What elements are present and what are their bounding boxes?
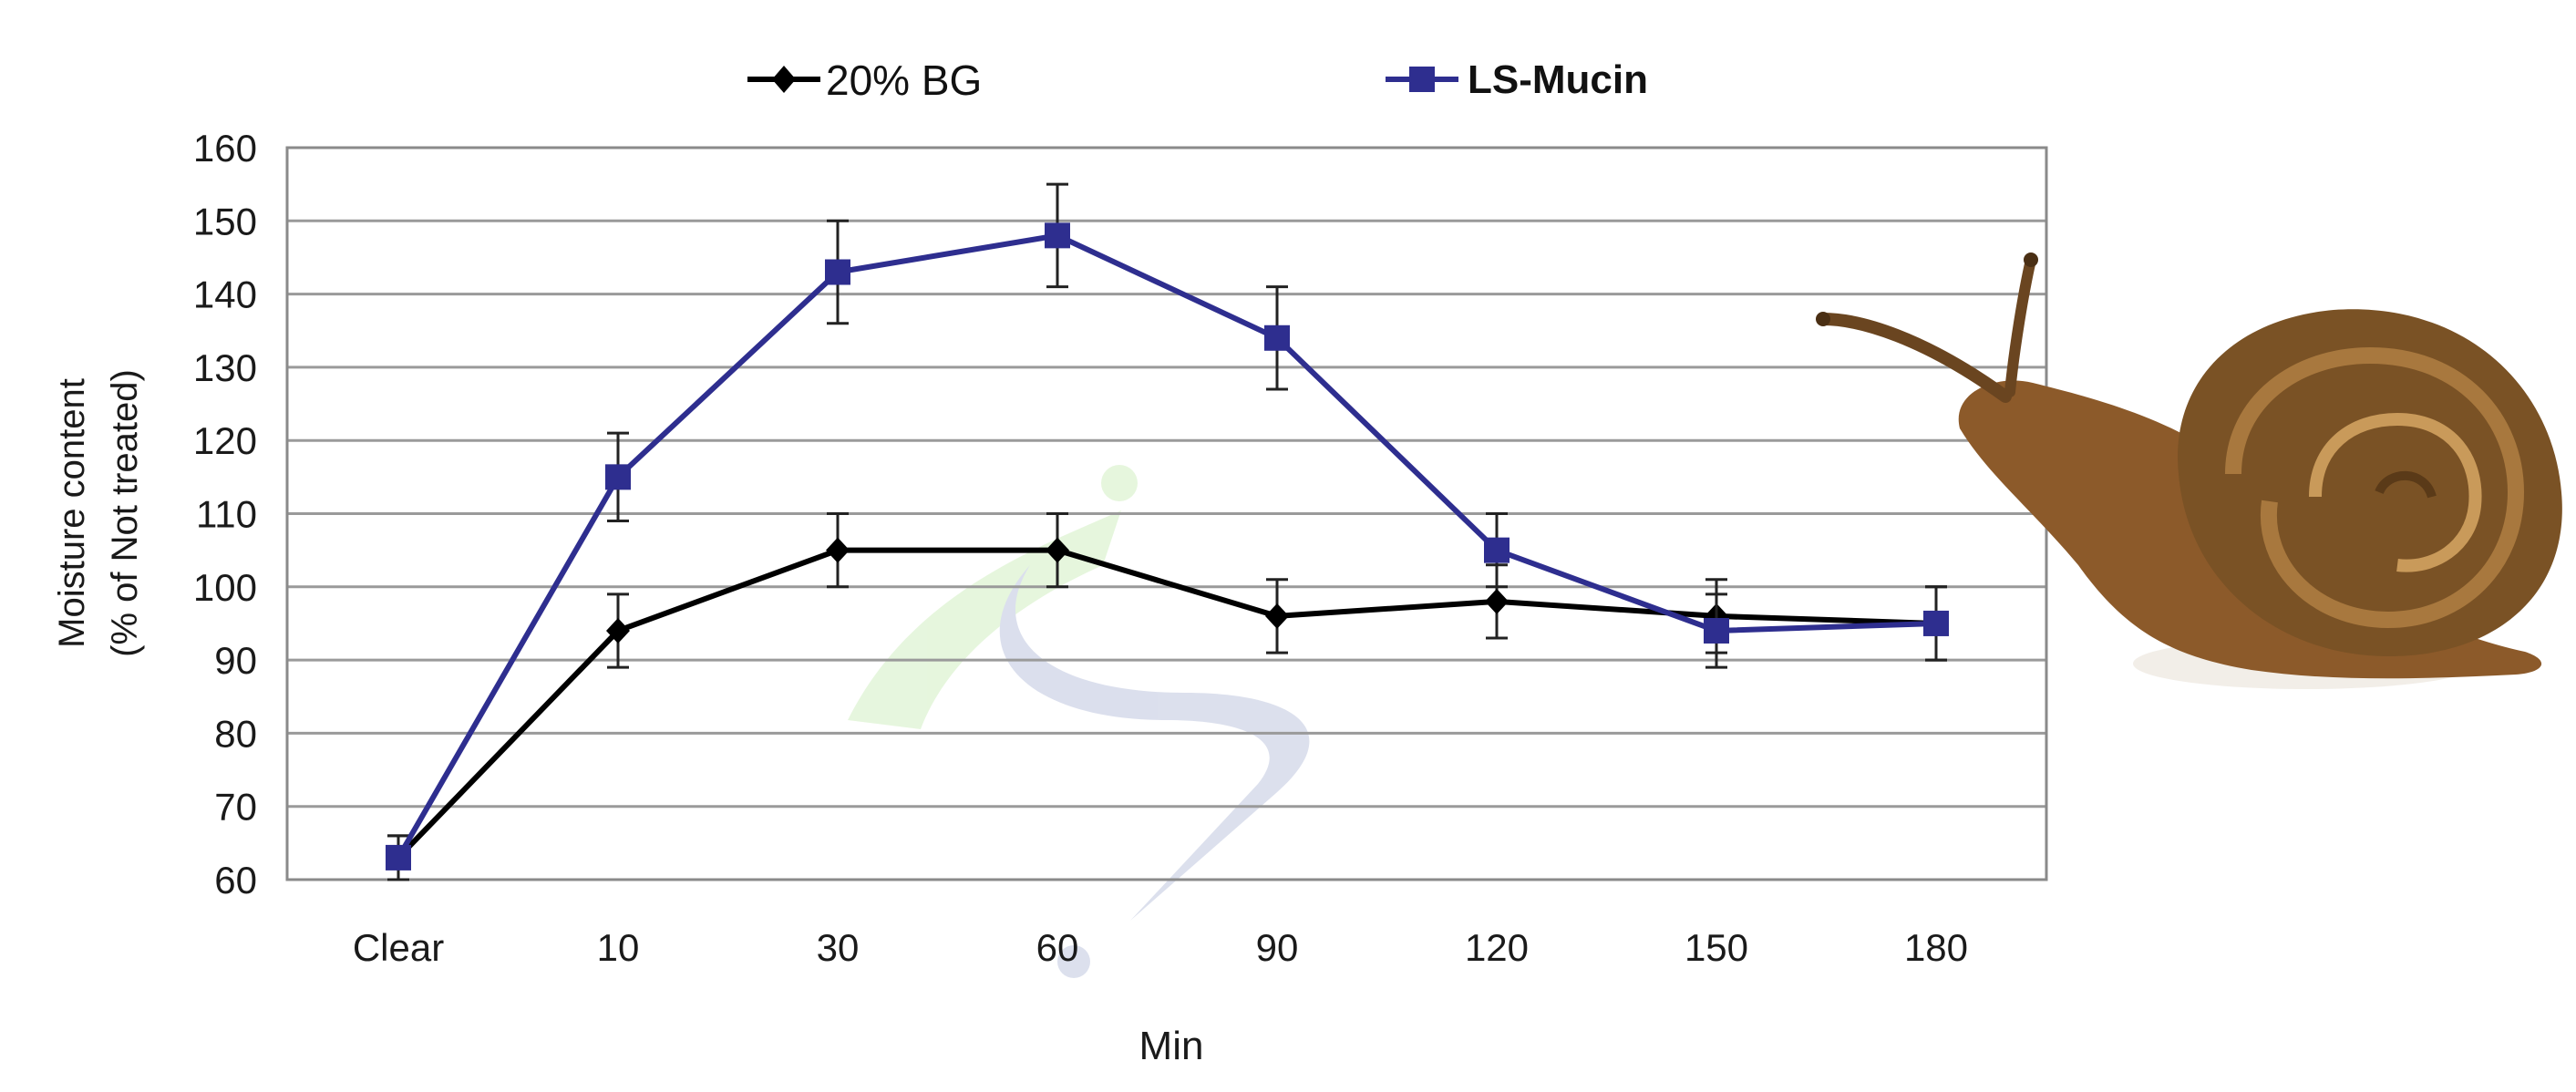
y-tick-label: 140	[193, 273, 257, 316]
y-tick-label: 100	[193, 566, 257, 609]
y-tick-label: 110	[196, 493, 257, 536]
data-point	[1046, 537, 1069, 563]
legend-item-mucin: LS-Mucin	[1386, 57, 1648, 102]
x-tick-label: Clear	[353, 926, 444, 969]
x-tick-label: 90	[1256, 926, 1299, 969]
data-point	[1923, 610, 1949, 636]
y-axis-label-line-2: (% of Not treated)	[105, 369, 145, 657]
x-tick-label: 150	[1685, 926, 1748, 969]
data-point	[1704, 617, 1729, 644]
x-axis-ticks: Clear 10 30 60 90 120 150 180	[353, 926, 1968, 969]
y-axis-ticks: 60 70 80 90 100 110 120 130 140 150 160	[193, 127, 257, 901]
x-tick-label: 30	[817, 926, 860, 969]
watermark-logo	[848, 465, 1310, 978]
gridlines	[287, 146, 2046, 881]
y-tick-label: 130	[193, 346, 257, 389]
x-tick-label: 60	[1036, 926, 1079, 969]
x-axis-label: Min	[1139, 1024, 1204, 1068]
data-point	[1265, 603, 1289, 629]
legend: 20% BG LS-Mucin	[747, 57, 1648, 104]
y-axis-label: Moisture content (% of Not treated)	[52, 369, 145, 657]
x-tick-label: 180	[1904, 926, 1968, 969]
y-tick-label: 160	[193, 127, 257, 170]
data-point	[1485, 588, 1509, 614]
snail-illustration	[1816, 252, 2562, 689]
series-layer	[386, 182, 1949, 881]
legend-label-bg: 20% BG	[826, 57, 982, 104]
y-tick-label: 70	[214, 786, 257, 829]
legend-label-mucin: LS-Mucin	[1468, 57, 1648, 102]
y-tick-label: 120	[193, 419, 257, 462]
y-tick-label: 90	[214, 639, 257, 682]
data-point	[1264, 325, 1290, 351]
y-axis-label-line-1: Moisture content	[52, 378, 92, 648]
data-point	[1484, 537, 1510, 563]
data-point	[825, 259, 850, 285]
series-line	[396, 547, 1937, 860]
series-line	[396, 232, 1937, 860]
series-1	[386, 182, 1949, 881]
data-point	[605, 464, 631, 490]
data-point	[386, 844, 411, 871]
y-tick-label: 80	[214, 712, 257, 755]
x-tick-label: 10	[597, 926, 640, 969]
data-point	[606, 617, 630, 644]
legend-item-bg: 20% BG	[747, 57, 982, 104]
y-tick-label: 150	[193, 200, 257, 242]
y-tick-label: 60	[214, 859, 257, 901]
data-point	[1045, 222, 1070, 249]
data-point	[826, 537, 850, 563]
x-tick-label: 120	[1465, 926, 1529, 969]
